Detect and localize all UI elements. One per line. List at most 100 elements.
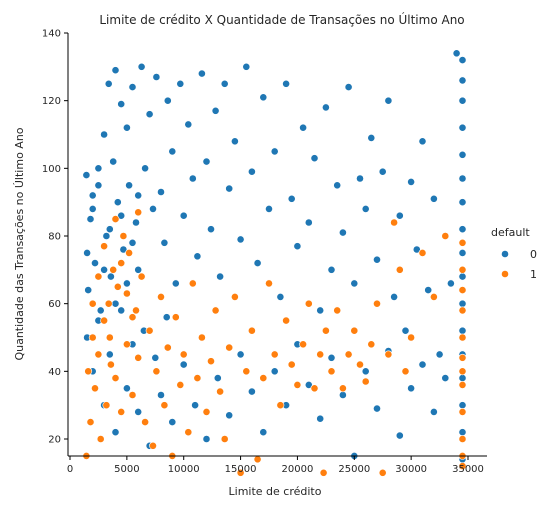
data-point-1 (176, 380, 185, 389)
data-point-0 (344, 83, 353, 91)
data-point-0 (128, 83, 137, 91)
data-point-0 (350, 279, 359, 288)
data-point-1 (193, 374, 202, 382)
data-point-1 (395, 265, 404, 274)
data-point-0 (446, 279, 455, 288)
data-point-1 (119, 232, 128, 240)
data-point-0 (395, 211, 404, 220)
data-point-0 (152, 73, 161, 81)
x-ticks: 0 5000 10000 15000 20000 25000 30000 35000 (67, 456, 484, 475)
data-point-0 (91, 259, 99, 267)
data-point-1 (287, 360, 296, 369)
data-point-0 (207, 225, 215, 234)
data-point-1 (390, 218, 398, 227)
legend: default 0 1 (491, 226, 537, 281)
data-point-1 (132, 306, 140, 315)
data-point-0 (316, 414, 325, 423)
data-point-0 (429, 407, 438, 416)
data-point-0 (373, 404, 381, 413)
x-tick-label: 5000 (114, 464, 139, 475)
data-point-1 (458, 306, 467, 315)
data-point-0 (191, 401, 199, 410)
data-point-1 (458, 238, 467, 247)
data-point-0 (220, 79, 229, 88)
data-point-1 (247, 326, 256, 335)
data-point-1 (102, 401, 111, 410)
data-point-0 (123, 123, 131, 132)
data-point-0 (270, 147, 279, 156)
data-point-0 (259, 93, 268, 102)
data-point-0 (458, 401, 467, 410)
data-point-1 (141, 418, 149, 426)
data-point-0 (160, 238, 169, 247)
data-point-0 (452, 49, 461, 58)
data-point-0 (96, 306, 105, 315)
data-point-0 (125, 181, 134, 190)
data-point-1 (282, 316, 290, 325)
data-point-0 (202, 157, 211, 166)
data-point-0 (458, 76, 467, 85)
data-point-1 (259, 374, 268, 382)
data-point-1 (160, 401, 169, 410)
data-point-1 (378, 468, 387, 477)
data-point-0 (293, 242, 302, 251)
legend-marker-1 (501, 270, 509, 278)
data-point-1 (230, 292, 239, 301)
data-point-1 (113, 282, 122, 291)
data-point-0 (276, 292, 285, 301)
data-point-0 (458, 428, 467, 437)
data-point-0 (458, 150, 467, 159)
data-point-0 (236, 235, 245, 244)
data-point-0 (94, 164, 103, 173)
data-point-1 (207, 357, 215, 366)
data-point-1 (128, 391, 137, 399)
data-point-0 (259, 428, 268, 437)
data-point-1 (458, 380, 467, 389)
data-point-1 (100, 316, 108, 325)
data-point-1 (91, 384, 99, 393)
data-point-0 (424, 286, 433, 294)
data-point-0 (134, 265, 143, 274)
data-point-1 (441, 232, 450, 240)
data-point-0 (247, 387, 256, 396)
data-point-0 (299, 123, 307, 132)
plot-area (82, 49, 467, 477)
data-point-0 (149, 204, 157, 213)
chart-title: Limite de crédito X Quantidade de Transa… (99, 12, 464, 27)
data-point-1 (276, 401, 285, 410)
data-point-1 (327, 367, 336, 376)
data-point-0 (418, 137, 427, 146)
y-tick-label: 100 (42, 164, 61, 175)
data-point-0 (458, 326, 467, 335)
data-point-0 (111, 428, 120, 437)
data-point-0 (265, 204, 273, 213)
legend-label-0: 0 (530, 248, 537, 261)
data-point-1 (319, 468, 328, 477)
data-point-0 (225, 184, 234, 193)
data-point-1 (94, 350, 103, 359)
data-point-0 (418, 360, 427, 369)
data-point-0 (458, 198, 467, 207)
data-point-0 (211, 106, 220, 115)
data-point-1 (111, 374, 120, 382)
data-point-1 (304, 299, 313, 308)
data-point-1 (429, 292, 438, 301)
data-point-1 (211, 306, 220, 315)
data-point-0 (316, 306, 325, 315)
data-point-0 (188, 174, 197, 183)
data-point-1 (310, 384, 319, 393)
data-point-0 (137, 62, 146, 71)
x-tick-label: 30000 (395, 464, 427, 475)
data-point-0 (184, 120, 193, 129)
data-point-0 (105, 350, 114, 359)
data-point-1 (458, 265, 467, 274)
legend-label-1: 1 (530, 268, 537, 281)
data-point-0 (338, 228, 347, 237)
data-point-0 (435, 350, 444, 359)
y-tick-label: 60 (48, 299, 61, 310)
data-point-1 (179, 350, 188, 359)
data-point-1 (384, 350, 393, 359)
data-point-1 (401, 367, 410, 376)
x-tick-label: 0 (67, 464, 73, 475)
